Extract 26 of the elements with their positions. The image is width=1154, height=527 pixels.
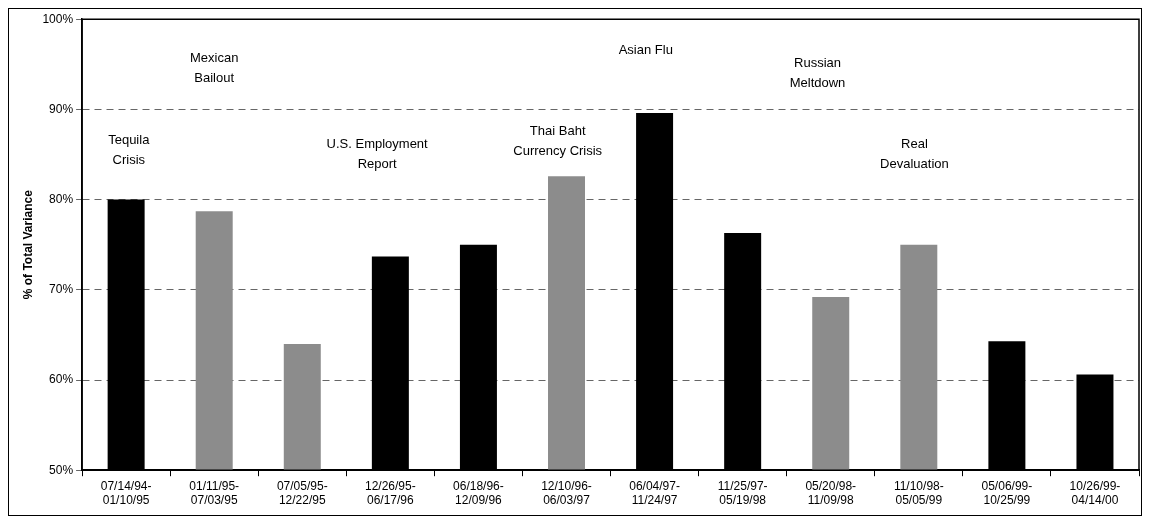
- annotation: Russian Meltdown: [789, 54, 846, 90]
- x-tick-label: 06/18/96-12/09/96: [453, 478, 504, 508]
- annotation: Real Devaluation: [880, 136, 949, 172]
- annotation: Asian Flu: [618, 42, 673, 58]
- annotation: Thai Baht Currency Crisis: [513, 122, 603, 158]
- y-tick-label: 70%: [49, 282, 74, 297]
- x-tick-label: 11/25/97-05/19/98: [717, 478, 768, 508]
- annotation: U.S. Employment Report: [326, 136, 429, 172]
- x-tick-label: 05/20/98-11/09/98: [805, 478, 857, 508]
- x-tick-label: 01/11/95-07/03/95: [189, 478, 240, 508]
- x-tick-label: 11/10/98-05/05/99: [893, 478, 944, 508]
- y-tick-label: 90%: [49, 101, 74, 116]
- annotation: Mexican Bailout: [189, 50, 239, 86]
- x-tick-label: 12/10/96-06/03/97: [541, 478, 592, 508]
- y-tick-label: 100%: [42, 11, 74, 26]
- x-tick-label: 12/26/95-06/17/96: [365, 478, 416, 508]
- y-tick-label: 80%: [49, 191, 74, 206]
- x-tick-label: 10/26/99-04/14/00: [1069, 478, 1121, 508]
- y-tick-label: 60%: [49, 372, 74, 387]
- x-tick-label: 05/06/99-10/25/99: [981, 478, 1033, 508]
- y-axis-title: % of Total Variance: [20, 189, 35, 300]
- y-tick-label: 50%: [49, 462, 74, 477]
- x-tick-label: 06/04/97-11/24/97: [629, 478, 680, 508]
- x-tick-label: 07/05/95-12/22/95: [276, 478, 328, 508]
- x-tick-label: 07/14/94-01/10/95: [100, 478, 152, 508]
- annotation: Tequila Crisis: [108, 131, 151, 167]
